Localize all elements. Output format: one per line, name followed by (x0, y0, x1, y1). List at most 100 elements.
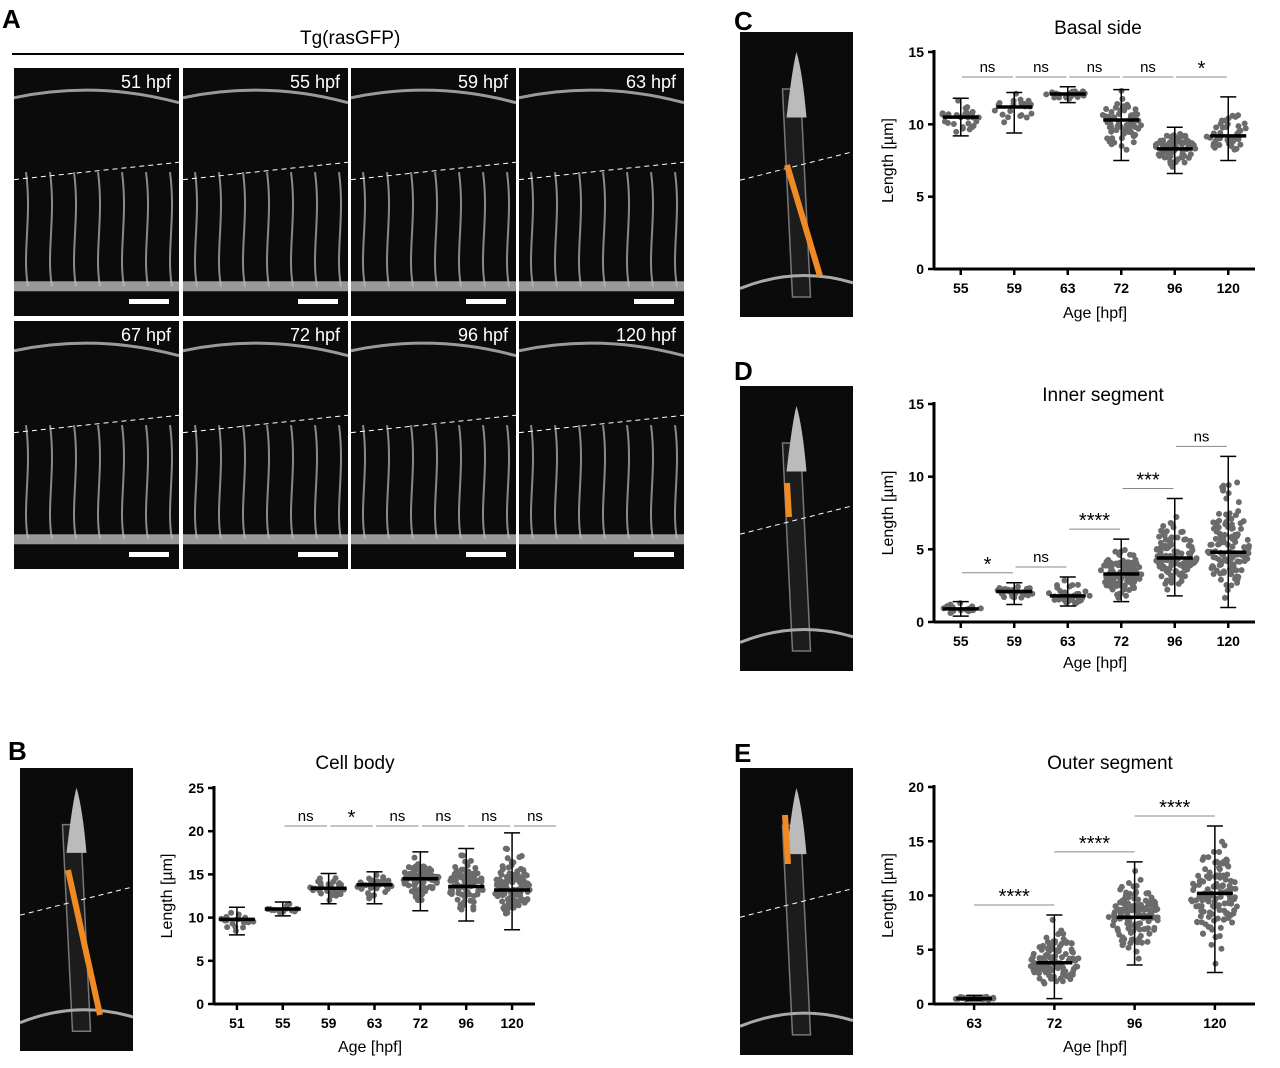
data-point (1104, 575, 1111, 582)
data-point (492, 890, 499, 897)
x-tick-label: 96 (458, 1015, 474, 1031)
y-axis-label: Length [µm] (880, 471, 897, 556)
data-point (1136, 564, 1143, 571)
data-point (1213, 124, 1220, 131)
data-point (1025, 592, 1032, 599)
data-point (948, 609, 955, 616)
data-point (1135, 955, 1142, 962)
data-point (520, 867, 527, 874)
data-point (1125, 901, 1132, 908)
data-point (1105, 556, 1112, 563)
data-point (1198, 903, 1205, 910)
data-point (228, 909, 235, 916)
data-point (503, 880, 510, 887)
data-point (1005, 114, 1012, 121)
data-point (1114, 100, 1121, 107)
data-point (1164, 586, 1171, 593)
micrograph-tile: 63 hpf (519, 68, 684, 316)
significance-label: ns (1033, 549, 1049, 566)
data-point (499, 898, 506, 905)
data-point (1204, 548, 1211, 555)
data-point (1063, 973, 1070, 980)
data-point (1217, 576, 1224, 583)
micrograph-tile: 72 hpf (183, 321, 348, 569)
data-point (1120, 104, 1127, 111)
data-point (1235, 123, 1242, 130)
data-point (1202, 866, 1209, 873)
data-point (516, 897, 523, 904)
data-point (1200, 854, 1207, 861)
data-point (452, 874, 459, 881)
data-point (1146, 930, 1153, 937)
data-point (1162, 542, 1169, 549)
data-point (1097, 567, 1104, 574)
data-point (1216, 141, 1223, 148)
data-point (1120, 130, 1127, 137)
data-point (1229, 112, 1236, 119)
data-point (1203, 133, 1210, 140)
x-axis-label: Age [hpf] (1063, 1039, 1127, 1056)
data-point (1191, 883, 1198, 890)
data-point (511, 873, 518, 880)
data-point (1121, 546, 1128, 553)
data-point (1109, 922, 1116, 929)
data-point (1187, 562, 1194, 569)
data-point (1160, 522, 1167, 529)
data-point (1178, 550, 1185, 557)
data-point (1131, 567, 1138, 574)
panel-a-header-line (12, 53, 684, 55)
data-point (497, 890, 504, 897)
data-point (1182, 565, 1189, 572)
data-point (1206, 875, 1213, 882)
panel-letter: D (734, 356, 753, 386)
data-point (1220, 872, 1227, 879)
scale-bar (298, 299, 338, 304)
data-point (1229, 919, 1236, 926)
micrograph-texture (183, 88, 348, 292)
y-tick-label: 0 (916, 261, 924, 277)
data-point (1213, 872, 1220, 879)
data-point (1125, 944, 1132, 951)
data-point (1057, 588, 1064, 595)
data-point (335, 889, 342, 896)
data-point (1103, 106, 1110, 113)
y-tick-label: 10 (908, 469, 924, 485)
significance-label: * (984, 554, 992, 576)
data-point (1163, 577, 1170, 584)
data-point (1161, 154, 1168, 161)
y-tick-label: 5 (916, 541, 924, 557)
y-tick-label: 10 (188, 910, 204, 926)
significance-label: * (1198, 58, 1206, 80)
data-point (1130, 133, 1137, 140)
data-point (1198, 919, 1205, 926)
data-point (1114, 927, 1121, 934)
data-point (1036, 964, 1043, 971)
data-point (1160, 529, 1167, 536)
data-point (1074, 581, 1081, 588)
data-point (366, 895, 373, 902)
data-point (1190, 142, 1197, 149)
data-point (1235, 508, 1242, 515)
panel-letter: E (734, 738, 751, 768)
data-point (1156, 563, 1163, 570)
data-point (1059, 978, 1066, 985)
micrograph-time-label: 51 hpf (120, 72, 171, 92)
x-tick-label: 63 (367, 1015, 383, 1031)
data-point (1040, 978, 1047, 985)
data-point (1166, 140, 1173, 147)
data-point (459, 902, 466, 909)
x-tick-label: 96 (1167, 633, 1183, 649)
significance-label: ns (1140, 59, 1156, 76)
data-point (1235, 128, 1242, 135)
chart-title: Cell body (315, 753, 395, 774)
y-tick-label: 15 (188, 866, 204, 882)
data-point (1138, 122, 1145, 129)
data-point (1174, 156, 1181, 163)
data-point (1244, 536, 1251, 543)
data-point (1226, 882, 1233, 889)
data-point (977, 605, 984, 612)
data-point (1221, 900, 1228, 907)
significance-label: ns (435, 808, 451, 825)
data-point (1220, 858, 1227, 865)
micrograph-texture (14, 88, 179, 292)
